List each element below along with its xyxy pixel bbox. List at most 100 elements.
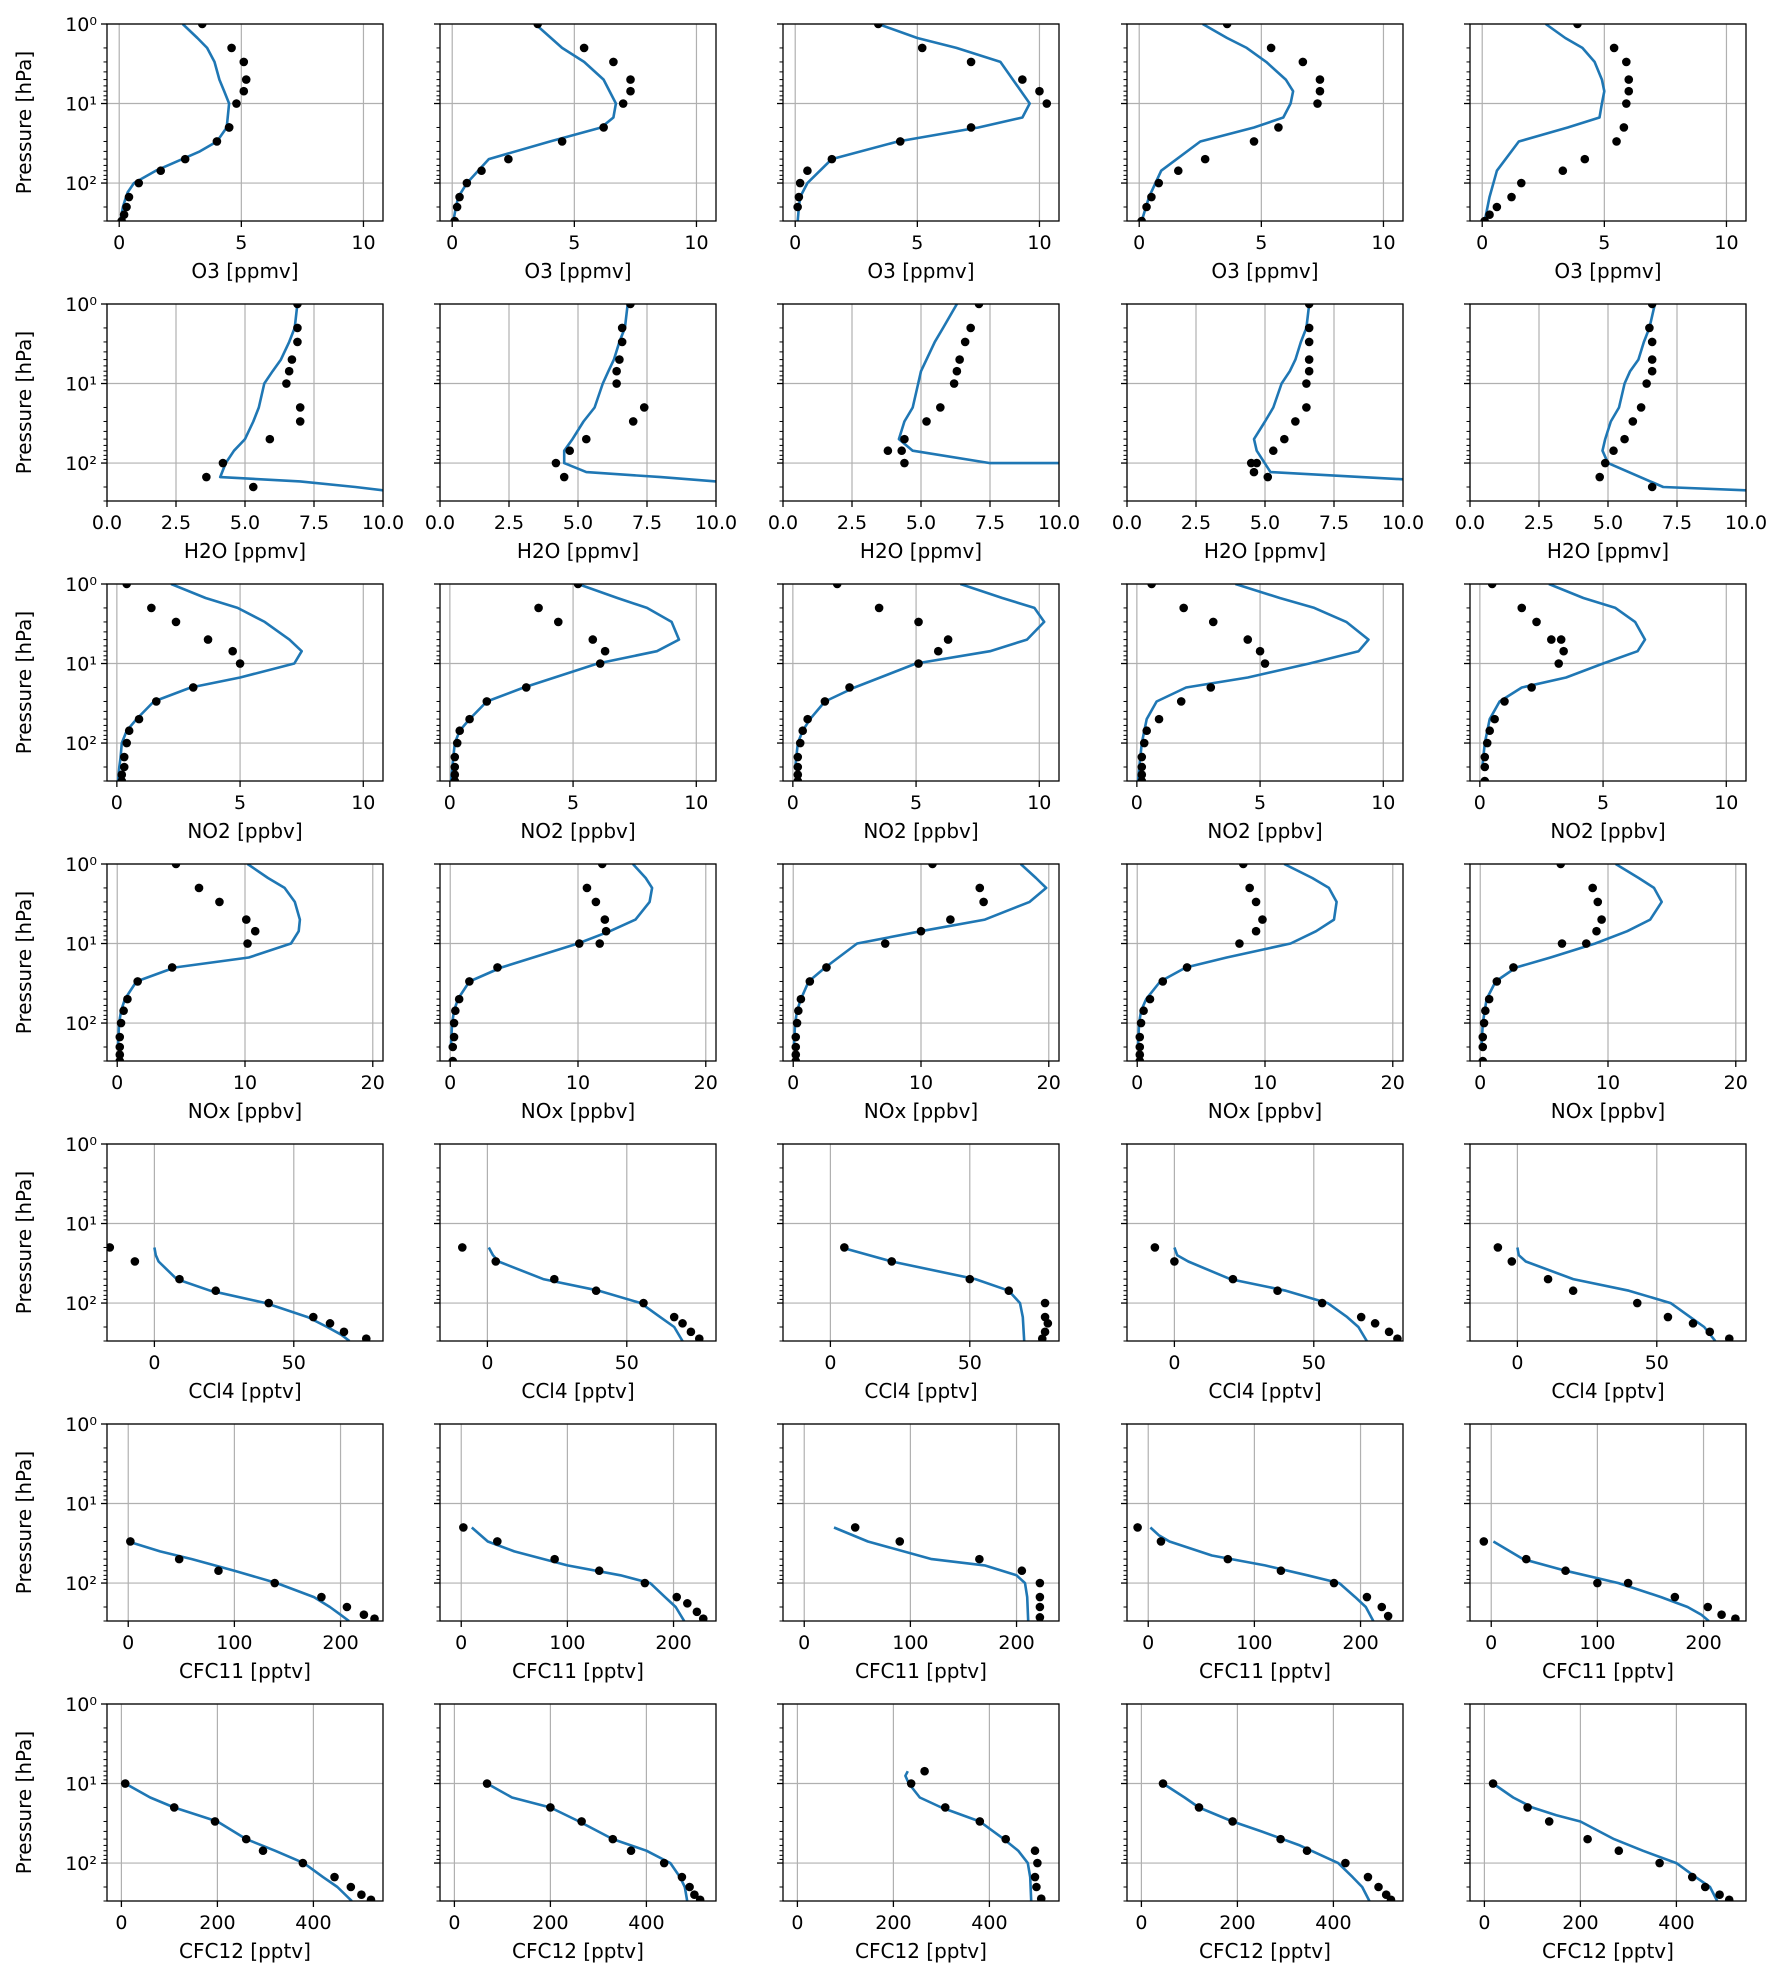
observation-point (218, 458, 228, 468)
observation-point (591, 1286, 601, 1296)
observation-point (1487, 584, 1497, 589)
axes-frame (1126, 1423, 1404, 1622)
observation-point (1179, 603, 1188, 613)
x-tick-label: 10 (1027, 792, 1051, 814)
observation-point (450, 762, 460, 772)
observation-point (1362, 1592, 1372, 1602)
x-tick-label: 200 (532, 1912, 568, 1934)
model-profile-line (1162, 1782, 1371, 1901)
x-tick-label: 5 (911, 232, 923, 254)
observation-point (1488, 1779, 1498, 1788)
observation-point (1313, 99, 1322, 108)
observation-point (1386, 1895, 1396, 1901)
observation-point (1663, 1312, 1673, 1322)
model-profile-line (792, 864, 1048, 1048)
observation-point (115, 1042, 125, 1052)
x-tick-label: 10 (684, 232, 708, 254)
observation-point (597, 864, 607, 869)
x-tick-label: 0.0 (425, 512, 455, 534)
observation-point (1493, 1243, 1503, 1252)
observation-point (455, 192, 464, 202)
y-tick-label: 10¹ (65, 934, 97, 956)
y-tick-label: 10² (65, 1293, 97, 1315)
x-axis-label: NO2 [ppbv] (1207, 819, 1322, 843)
observation-point (454, 994, 464, 1004)
x-tick-label: 20 (361, 1072, 385, 1094)
x-axis-label: CCl4 [pptv] (1551, 1379, 1664, 1403)
observation-point (873, 24, 883, 29)
observation-point (946, 915, 955, 924)
x-tick-label: 100 (1236, 1632, 1272, 1654)
observation-point (1619, 123, 1629, 132)
observation-point (361, 1334, 371, 1341)
observation-point (452, 738, 462, 748)
observation-point (1135, 1050, 1145, 1060)
observation-point (832, 584, 842, 589)
observation-point (265, 434, 275, 444)
x-tick-label: 50 (1645, 1352, 1669, 1374)
observation-point (1593, 1578, 1602, 1588)
observation-point (550, 1554, 559, 1564)
x-axis-label: O3 [ppmv] (1554, 259, 1661, 283)
observation-point (612, 366, 621, 376)
observation-point (669, 1312, 679, 1322)
observation-point (1724, 1334, 1734, 1341)
observation-point (1703, 1602, 1713, 1612)
observation-point (1624, 75, 1634, 84)
x-tick-label: 0 (113, 232, 125, 254)
observation-point (966, 323, 975, 333)
observation-point (188, 683, 198, 692)
x-tick-label: 400 (1658, 1912, 1694, 1934)
observation-point (119, 762, 129, 772)
observation-point (1384, 1327, 1394, 1337)
observation-point (1558, 166, 1568, 176)
observation-point (1142, 202, 1151, 212)
panel-no2-1: 0 5 10 10⁰ 10¹ 10² Pressure [hPa] NO2 [ppbv] (12, 574, 384, 843)
x-axis-label: O3 [ppmv] (524, 259, 631, 283)
x-tick-label: 200 (322, 1632, 358, 1654)
y-tick-label: 10⁰ (65, 574, 97, 596)
observation-point (1622, 57, 1631, 67)
observation-point (1624, 86, 1634, 96)
y-tick-label: 10² (65, 1853, 97, 1875)
panel-ccl4-2: 0 50 CCl4 [pptv] (434, 1143, 717, 1403)
observation-point (119, 752, 129, 762)
observation-point (1280, 434, 1289, 444)
observation-point (117, 216, 126, 221)
observation-point (1266, 43, 1276, 53)
panel-cfc11-2: 0 100 200 CFC11 [pptv] (434, 1423, 717, 1683)
observation-point (482, 1779, 492, 1788)
observation-point (928, 864, 937, 869)
observation-point (579, 43, 589, 53)
observation-point (116, 1018, 126, 1028)
observation-point (639, 403, 649, 412)
observation-point (639, 1298, 648, 1308)
panel-h2o-1: 0.0 2.5 5.0 7.5 10.0 10⁰ 10¹ 10² Pressure [hPa] H… (12, 294, 404, 563)
observation-point (171, 617, 181, 627)
observation-point (1642, 379, 1651, 388)
observation-point (1479, 1018, 1489, 1028)
x-tick-label: 0 (455, 1632, 467, 1654)
observation-point (791, 1042, 801, 1052)
x-tick-label: 5 (1598, 232, 1610, 254)
observation-point (1142, 726, 1152, 736)
x-tick-label: 0 (444, 1072, 456, 1094)
model-profile-line (218, 304, 383, 492)
observation-point (920, 1766, 929, 1776)
observation-point (1137, 770, 1147, 780)
y-tick-label: 10² (65, 1573, 97, 1595)
observation-point (551, 458, 561, 468)
x-tick-label: 0 (1476, 232, 1488, 254)
observation-point (243, 939, 252, 948)
panel-o3-2: 0 5 10 O3 [ppmv] (434, 23, 717, 283)
observation-point (791, 1050, 801, 1060)
observation-point (952, 366, 962, 376)
observation-point (640, 1578, 650, 1588)
model-profile-line (1492, 1540, 1710, 1621)
model-profile-line (127, 1540, 350, 1621)
observation-point (850, 1523, 860, 1532)
x-tick-label: 10 (1371, 232, 1395, 254)
observation-point (533, 24, 542, 29)
observation-point (1291, 417, 1300, 426)
observation-point (975, 883, 985, 893)
